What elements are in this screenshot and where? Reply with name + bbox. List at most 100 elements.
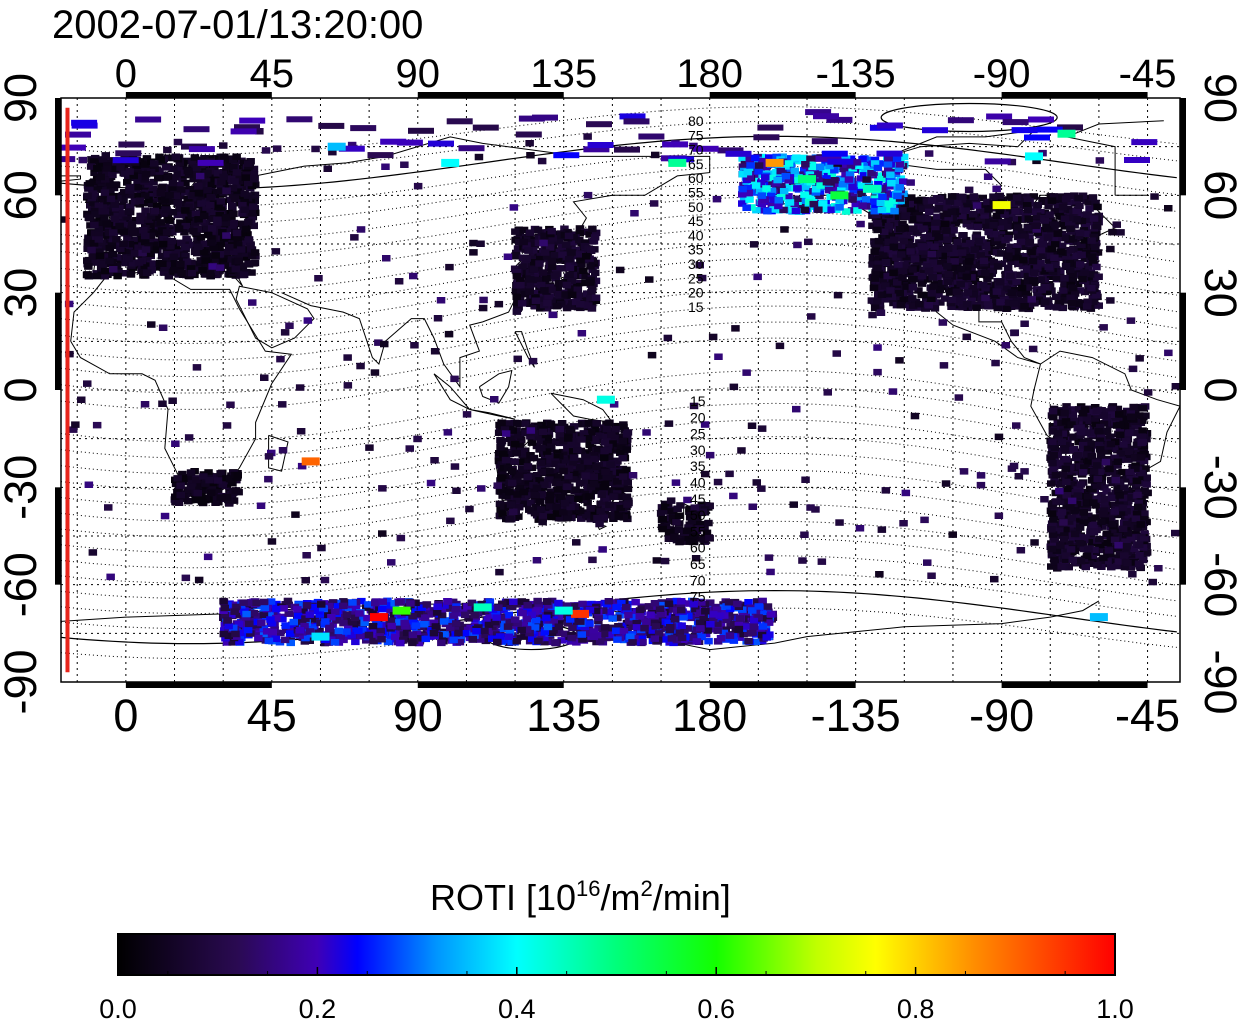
- roti-cell: [767, 200, 777, 208]
- roti-cell: [1061, 195, 1071, 203]
- roti-cell: [540, 287, 549, 294]
- roti-cell: [1012, 219, 1022, 227]
- roti-cell: [1051, 241, 1060, 248]
- roti-cell: [614, 508, 623, 515]
- roti-cell: [101, 267, 110, 275]
- roti-cell: [211, 201, 220, 209]
- roti-cell: [784, 160, 794, 167]
- roti-cell: [230, 195, 240, 202]
- roti-cell: [165, 192, 174, 199]
- roti-cell: [194, 243, 203, 251]
- roti-cell: [996, 299, 1005, 306]
- roti-cell: [793, 185, 802, 192]
- roti-cell: [235, 184, 245, 191]
- roti-cell: [130, 198, 140, 205]
- roti-cell: [1078, 192, 1088, 199]
- roti-cell: [523, 463, 533, 470]
- roti-cell: [835, 203, 844, 211]
- roti-cell: [245, 245, 254, 252]
- roti-cell: [1087, 218, 1096, 226]
- roti-cell: [605, 453, 614, 461]
- roti-cell: [170, 174, 179, 181]
- roti-cell: [800, 191, 809, 198]
- roti-cell: [610, 435, 619, 442]
- roti-cell: [993, 263, 1003, 270]
- roti-cell: [692, 515, 702, 522]
- roti-cell: [529, 454, 539, 462]
- roti-cell: [923, 198, 932, 206]
- roti-cell: [531, 476, 540, 483]
- roti-cell: [954, 284, 963, 292]
- roti-cell: [173, 475, 182, 482]
- roti-cell: [195, 260, 204, 267]
- roti-cell: [1040, 217, 1050, 224]
- roti-cell: [892, 178, 902, 185]
- roti-cell: [552, 510, 562, 517]
- roti-cell: [218, 481, 228, 488]
- roti-cell: [125, 168, 134, 175]
- roti-cell: [899, 267, 908, 275]
- roti-cell: [223, 253, 232, 261]
- roti-cell: [861, 196, 871, 203]
- roti-cell: [193, 489, 202, 497]
- roti-cell: [558, 265, 567, 272]
- roti-cell: [1113, 484, 1122, 492]
- roti-cell: [176, 186, 186, 193]
- roti-cell: [238, 210, 247, 217]
- roti-cell: [976, 217, 986, 225]
- roti-cell: [1021, 288, 1031, 296]
- roti-cell: [1056, 248, 1066, 255]
- roti-cell: [550, 252, 560, 259]
- roti-cell: [247, 209, 257, 217]
- roti-cell: [544, 431, 554, 438]
- roti-cell: [575, 463, 585, 471]
- roti-cell: [93, 195, 102, 203]
- roti-cell: [155, 153, 164, 161]
- roti-cell: [545, 497, 554, 504]
- roti-cell: [971, 198, 981, 205]
- roti-cell: [967, 274, 976, 281]
- roti-cell: [514, 471, 523, 479]
- roti-cell: [1058, 304, 1067, 312]
- roti-cell: [216, 494, 226, 501]
- roti-cell: [670, 527, 679, 534]
- roti-cell: [186, 475, 195, 482]
- roti-cell: [918, 205, 928, 212]
- roti-cell: [1092, 223, 1102, 230]
- roti-cell: [230, 178, 239, 185]
- roti-cell: [586, 428, 596, 436]
- roti-cell: [500, 503, 509, 510]
- roti-cell: [158, 260, 167, 267]
- roti-cell: [1066, 294, 1075, 302]
- roti-cell: [763, 207, 772, 215]
- roti-cell: [498, 487, 508, 494]
- roti-cell: [873, 298, 882, 305]
- roti-cell: [83, 192, 92, 199]
- roti-cell: [1066, 225, 1075, 232]
- roti-cell: [247, 252, 257, 260]
- roti-cell: [176, 219, 185, 227]
- roti-cell: [537, 281, 546, 289]
- roti-cell: [199, 473, 208, 480]
- roti-cell: [892, 254, 901, 262]
- roti-cell: [590, 435, 599, 443]
- roti-cell: [940, 295, 950, 302]
- roti-cell: [236, 246, 246, 253]
- roti-cell: [873, 226, 882, 234]
- roti-cell: [545, 244, 555, 251]
- roti-cell: [1064, 256, 1074, 263]
- roti-cell: [1085, 205, 1094, 212]
- roti-cell: [898, 274, 907, 281]
- roti-cell: [611, 460, 621, 468]
- roti-cell: [758, 157, 767, 165]
- roti-cell: [189, 242, 198, 249]
- roti-cell: [515, 442, 525, 450]
- coastline: [550, 392, 614, 424]
- roti-cell: [1089, 233, 1099, 241]
- roti-cell: [169, 253, 178, 261]
- roti-cell: [779, 188, 789, 195]
- roti-cell: [527, 255, 536, 262]
- roti-cell: [930, 243, 939, 250]
- roti-cell: [220, 262, 229, 269]
- roti-cell: [623, 429, 633, 436]
